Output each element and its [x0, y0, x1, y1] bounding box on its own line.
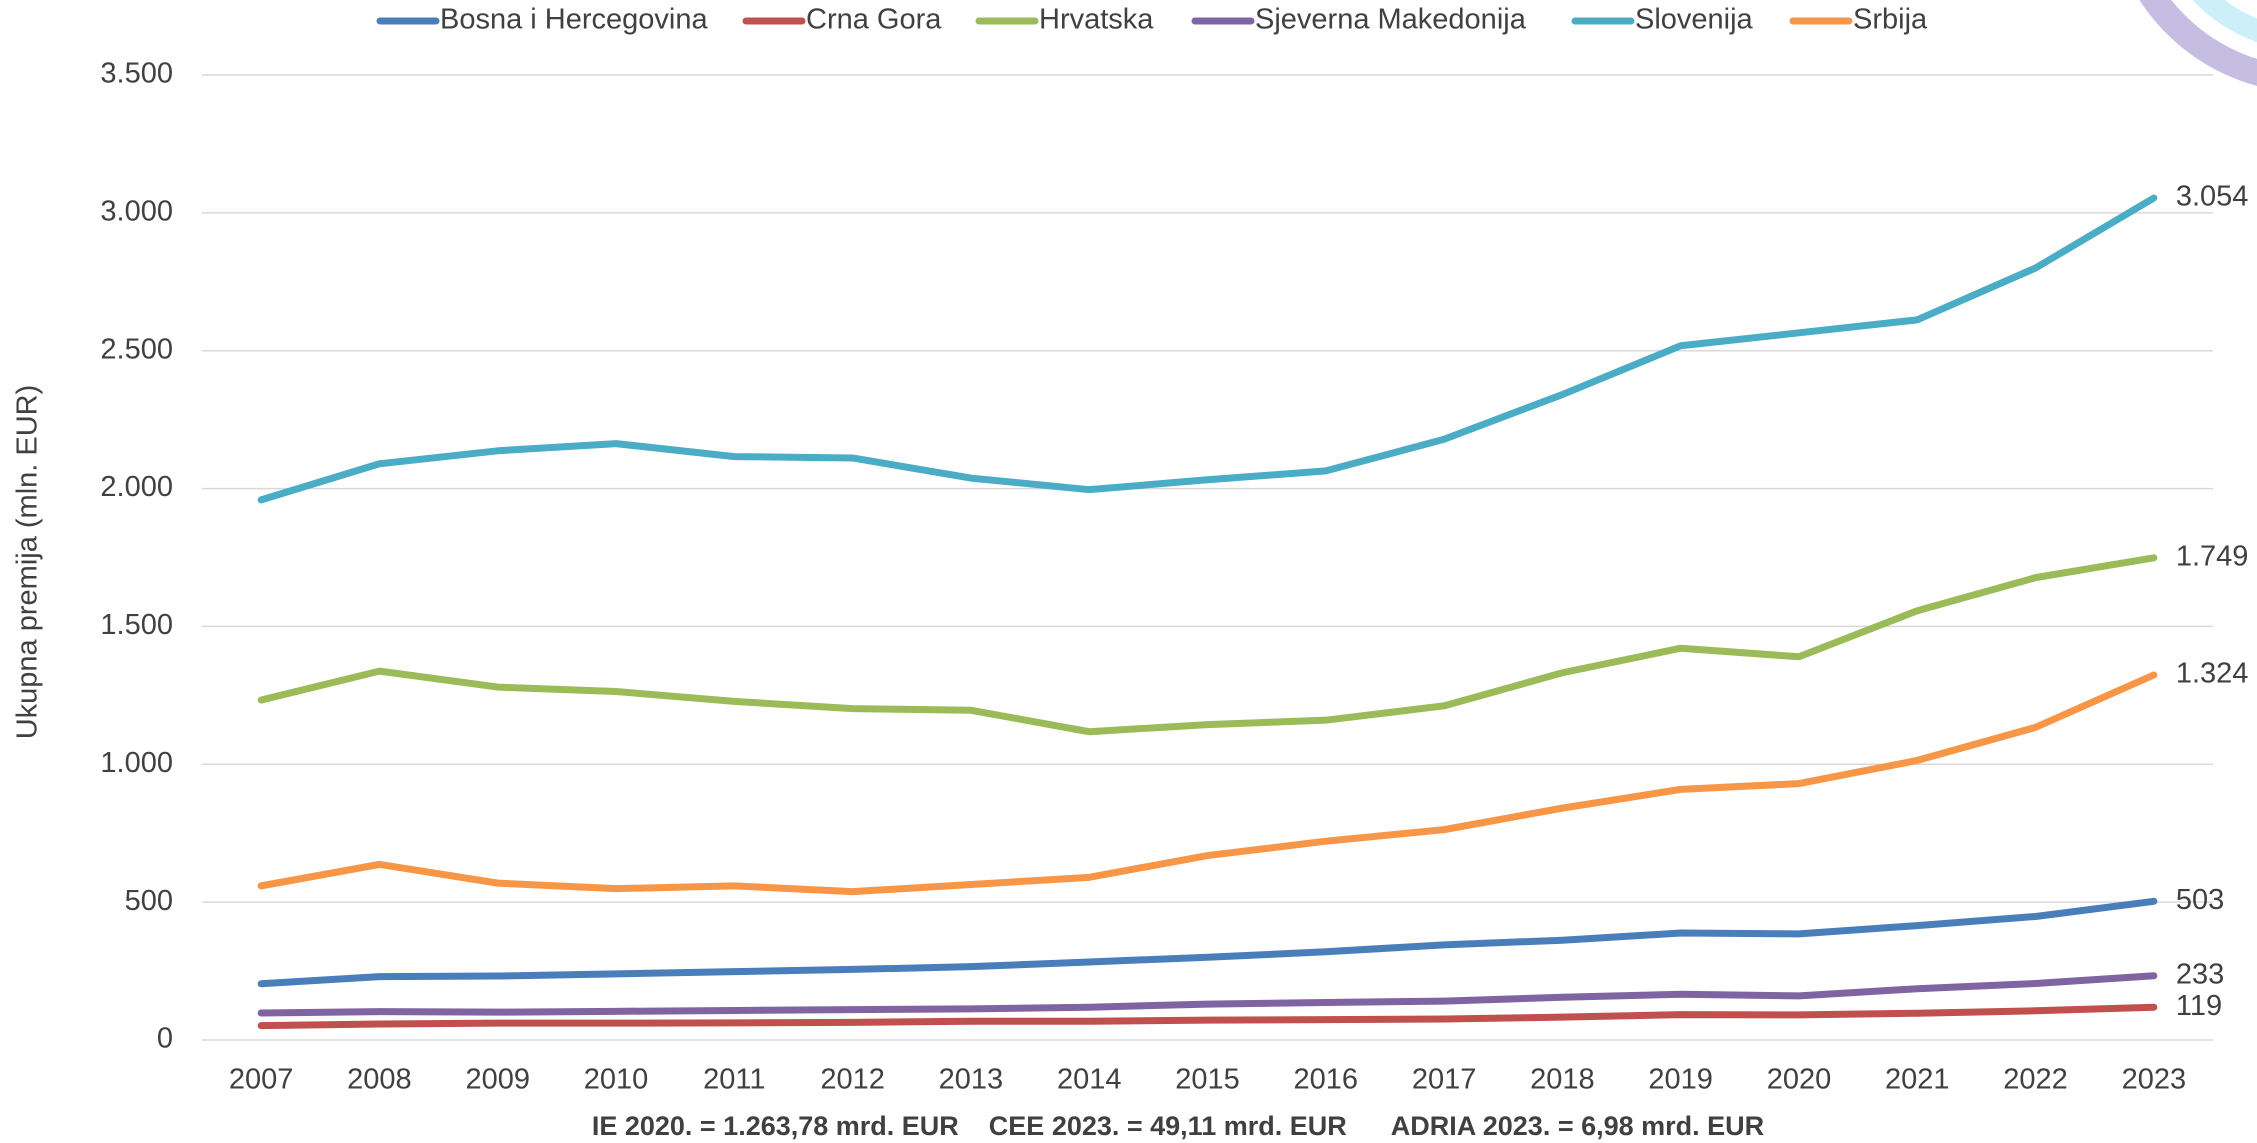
series-line: [261, 976, 2154, 1013]
data-label: 3.054: [2176, 181, 2249, 213]
y-tick-label: 3.000: [100, 196, 173, 228]
y-tick-label: 3.500: [100, 58, 173, 90]
x-tick-label: 2015: [1175, 1064, 1240, 1096]
y-tick-label: 500: [125, 885, 173, 917]
y-tick-label: 2.500: [100, 333, 173, 365]
legend-label: Slovenija: [1635, 4, 1754, 36]
x-tick-label: 2018: [1530, 1064, 1595, 1096]
x-tick-label: 2011: [703, 1064, 765, 1096]
x-tick-label: 2019: [1648, 1064, 1713, 1096]
data-label: 119: [2176, 990, 2222, 1022]
series-line: [261, 198, 2154, 500]
data-label: 1.749: [2176, 540, 2249, 572]
y-tick-label: 1.500: [100, 609, 173, 641]
x-tick-label: 2016: [1294, 1064, 1359, 1096]
x-tick-label: 2009: [465, 1064, 530, 1096]
y-tick-label: 2.000: [100, 471, 173, 503]
chart: Ukupna premija (mln. EUR) IE 2020. = 1.2…: [0, 0, 2257, 1143]
footnote: IE 2020. = 1.263,78 mrd. EUR CEE 2023. =…: [592, 1111, 1764, 1141]
legend-label: Srbija: [1853, 4, 1928, 36]
x-tick-label: 2007: [229, 1064, 294, 1096]
x-tick-label: 2014: [1057, 1064, 1122, 1096]
legend-label: Bosna i Hercegovina: [440, 4, 708, 36]
data-label: 503: [2176, 884, 2224, 916]
x-tick-label: 2020: [1767, 1064, 1832, 1096]
x-tick-label: 2023: [2122, 1064, 2187, 1096]
legend-label: Crna Gora: [806, 4, 942, 36]
x-tick-label: 2010: [584, 1064, 649, 1096]
x-tick-label: 2013: [939, 1064, 1004, 1096]
data-label: 1.324: [2176, 658, 2249, 690]
series-line: [261, 675, 2154, 892]
data-label: 233: [2176, 958, 2224, 990]
y-tick-label: 0: [157, 1023, 173, 1055]
x-tick-label: 2012: [820, 1064, 885, 1096]
legend-label: Sjeverna Makedonija: [1255, 4, 1527, 36]
y-axis-label: Ukupna premija (mln. EUR): [12, 385, 44, 740]
y-tick-label: 1.000: [100, 747, 173, 779]
x-tick-label: 2008: [347, 1064, 412, 1096]
x-tick-label: 2021: [1885, 1064, 1950, 1096]
series-line: [261, 901, 2154, 983]
series-line: [261, 558, 2154, 732]
x-tick-label: 2017: [1412, 1064, 1477, 1096]
decoration: [2120, 0, 2257, 80]
legend-label: Hrvatska: [1039, 4, 1154, 36]
x-tick-label: 2022: [2003, 1064, 2068, 1096]
